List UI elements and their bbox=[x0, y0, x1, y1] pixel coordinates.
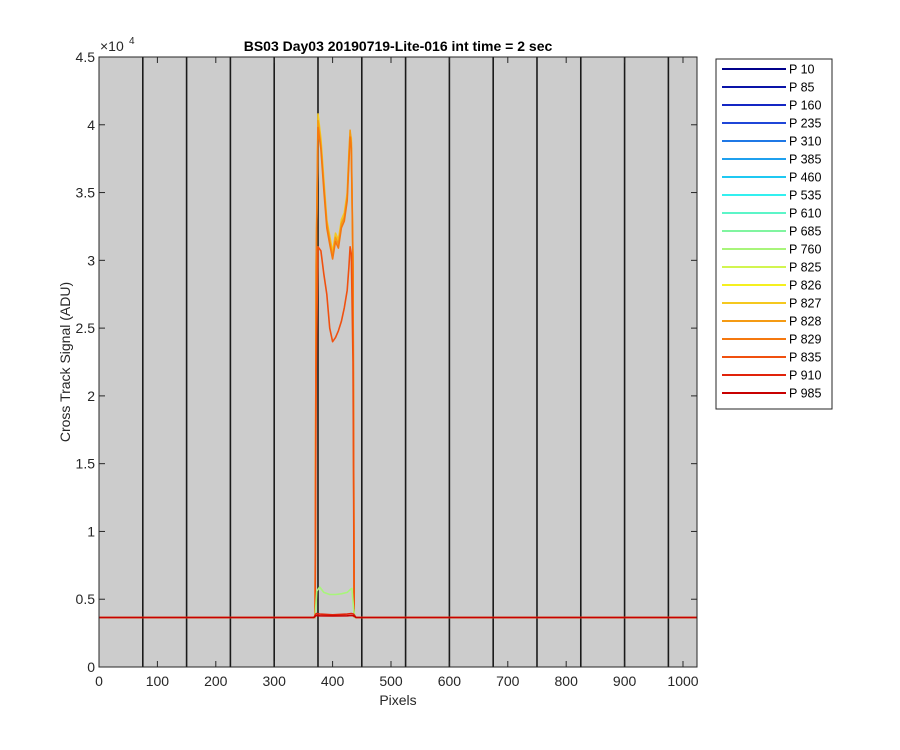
y-exponent-power: 4 bbox=[129, 36, 135, 47]
y-tick-label: 3 bbox=[87, 252, 95, 268]
legend-label-p-610: P 610 bbox=[789, 207, 821, 221]
series-line-p-835 bbox=[99, 246, 697, 619]
x-tick-label: 0 bbox=[95, 673, 103, 689]
x-tick-label: 100 bbox=[146, 673, 170, 689]
plot-area bbox=[99, 57, 697, 667]
x-tick-label: 800 bbox=[555, 673, 579, 689]
legend-label-p-85: P 85 bbox=[789, 81, 815, 95]
x-axis-label: Pixels bbox=[379, 692, 416, 708]
series-line-p-829 bbox=[99, 126, 697, 619]
legend-label-p-910: P 910 bbox=[789, 369, 821, 383]
y-axis-label: Cross Track Signal (ADU) bbox=[57, 282, 73, 442]
legend-label-p-835: P 835 bbox=[789, 351, 821, 365]
legend-label-p-826: P 826 bbox=[789, 279, 821, 293]
legend-label-p-385: P 385 bbox=[789, 153, 821, 167]
legend-label-p-829: P 829 bbox=[789, 333, 821, 347]
x-tick-label: 300 bbox=[263, 673, 287, 689]
y-tick-label: 2 bbox=[87, 388, 95, 404]
y-tick-label: 4.5 bbox=[76, 49, 96, 65]
legend-label-p-685: P 685 bbox=[789, 225, 821, 239]
x-tick-label: 700 bbox=[496, 673, 520, 689]
legend-label-p-310: P 310 bbox=[789, 135, 821, 149]
y-tick-label: 1.5 bbox=[76, 456, 96, 472]
legend-label-p-535: P 535 bbox=[789, 189, 821, 203]
series-line-p-760 bbox=[99, 586, 697, 619]
legend-label-p-760: P 760 bbox=[789, 243, 821, 257]
x-tick-label: 600 bbox=[438, 673, 462, 689]
legend-label-p-985: P 985 bbox=[789, 387, 821, 401]
y-tick-label: 3.5 bbox=[76, 185, 96, 201]
y-tick-label: 0.5 bbox=[76, 591, 96, 607]
y-tick-label: 4 bbox=[87, 117, 95, 133]
legend-label-p-827: P 827 bbox=[789, 297, 821, 311]
x-tick-label: 200 bbox=[204, 673, 228, 689]
legend-label-p-460: P 460 bbox=[789, 171, 821, 185]
y-tick-label: 1 bbox=[87, 523, 95, 539]
legend-box bbox=[715, 58, 833, 410]
x-tick-label: 500 bbox=[379, 673, 403, 689]
x-tick-label: 900 bbox=[613, 673, 637, 689]
axes-box bbox=[98, 56, 698, 668]
legend-label-p-160: P 160 bbox=[789, 99, 821, 113]
x-tick-label: 400 bbox=[321, 673, 345, 689]
series-line-p-985 bbox=[99, 614, 697, 619]
chart-title: BS03 Day03 20190719-Lite-016 int time = … bbox=[244, 38, 553, 54]
legend: P 10 P 85 P 160 P 235 P 310 P 385 P 460 P 535 P … bbox=[715, 58, 833, 410]
y-tick-label: 0 bbox=[87, 659, 95, 675]
legend-label-p-10: P 10 bbox=[789, 63, 815, 77]
y-exponent-label: ×10 bbox=[100, 38, 124, 54]
legend-label-p-825: P 825 bbox=[789, 261, 821, 275]
legend-label-p-828: P 828 bbox=[789, 315, 821, 329]
y-tick-label: 2.5 bbox=[76, 320, 96, 336]
legend-label-p-235: P 235 bbox=[789, 117, 821, 131]
x-tick-label: 1000 bbox=[667, 673, 698, 689]
